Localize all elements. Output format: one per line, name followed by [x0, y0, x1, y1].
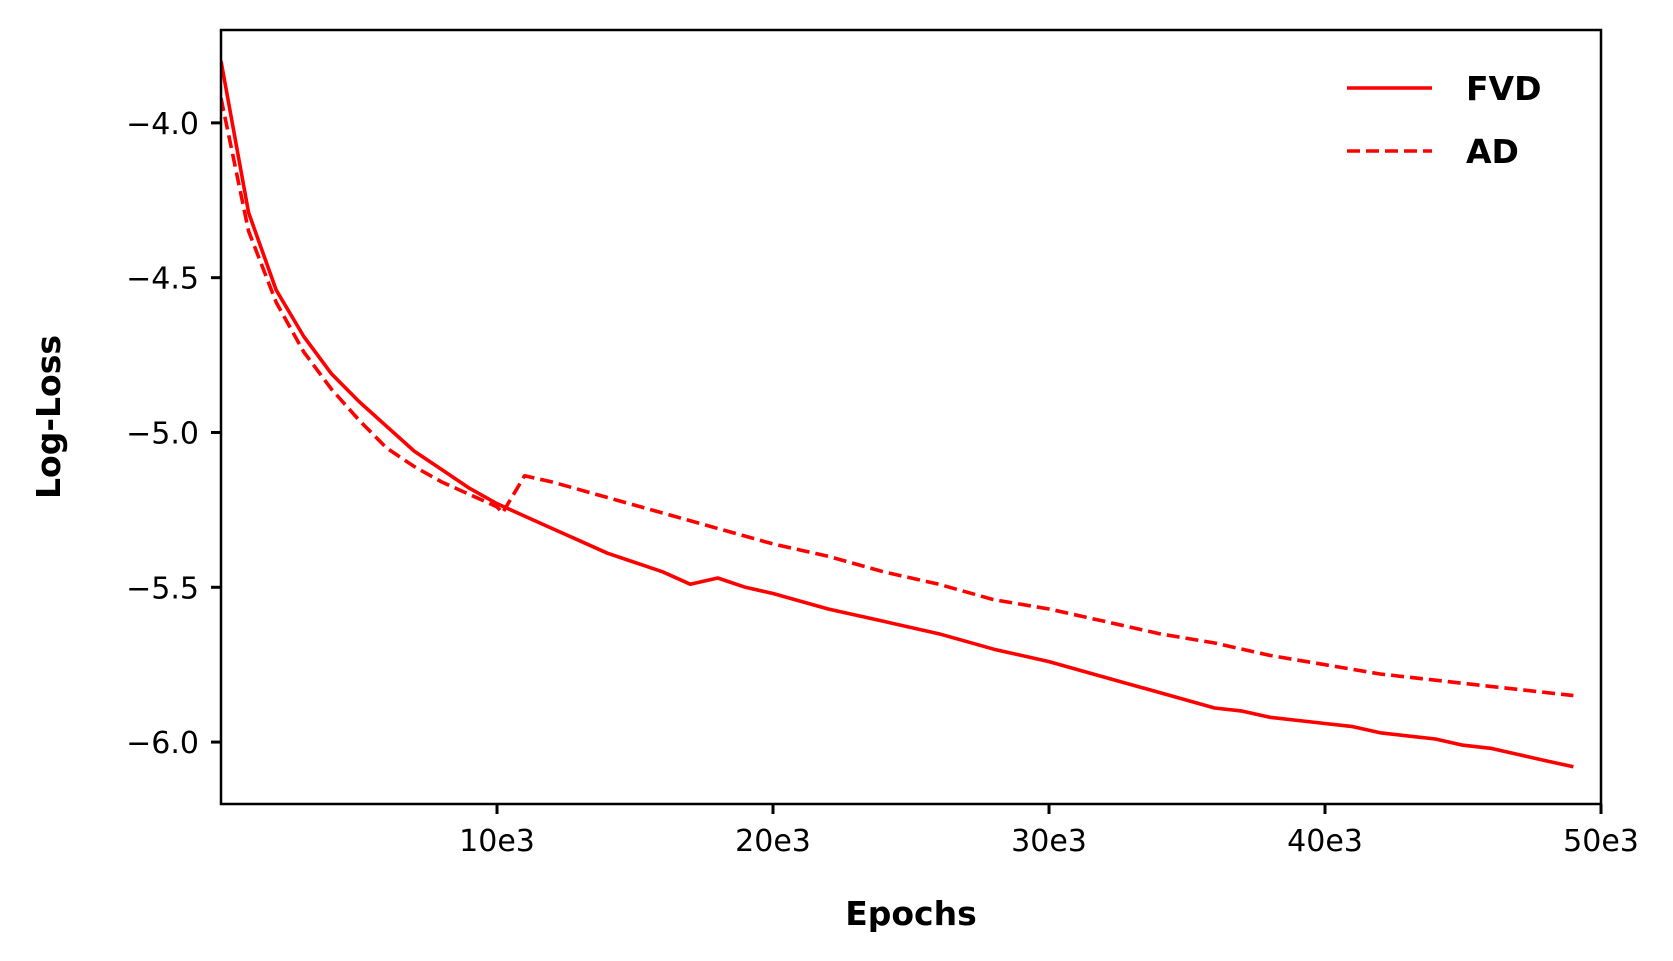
y-axis-label: Log-Loss: [29, 335, 68, 499]
x-tick-label-1: 20e3: [735, 824, 811, 859]
legend: FVD AD: [1347, 69, 1541, 171]
series-line-ad: [221, 97, 1574, 698]
x-axis-label: Epochs: [845, 894, 977, 933]
y-tick-label-2: −5.0: [126, 416, 199, 451]
y-tick-label-3: −5.5: [126, 571, 199, 606]
x-tick-label-0: 10e3: [459, 824, 535, 859]
y-tick-label-0: −4.0: [126, 107, 199, 142]
plot-layer: [221, 60, 1574, 769]
x-tick-label-3: 40e3: [1287, 824, 1363, 859]
y-tick-label-4: −6.0: [126, 726, 199, 761]
x-tick-label-2: 30e3: [1011, 824, 1087, 859]
x-axis: 10e3 20e3 30e3 40e3 50e3: [459, 804, 1639, 859]
legend-label-ad: AD: [1466, 132, 1519, 171]
series-line-fvd: [221, 60, 1574, 769]
x-tick-label-4: 50e3: [1563, 824, 1639, 859]
y-axis: −4.0 −4.5 −5.0 −5.5 −6.0: [126, 107, 221, 761]
plot-frame: [219, 28, 1603, 806]
legend-label-fvd: FVD: [1466, 69, 1541, 108]
y-tick-label-1: −4.5: [126, 262, 199, 297]
